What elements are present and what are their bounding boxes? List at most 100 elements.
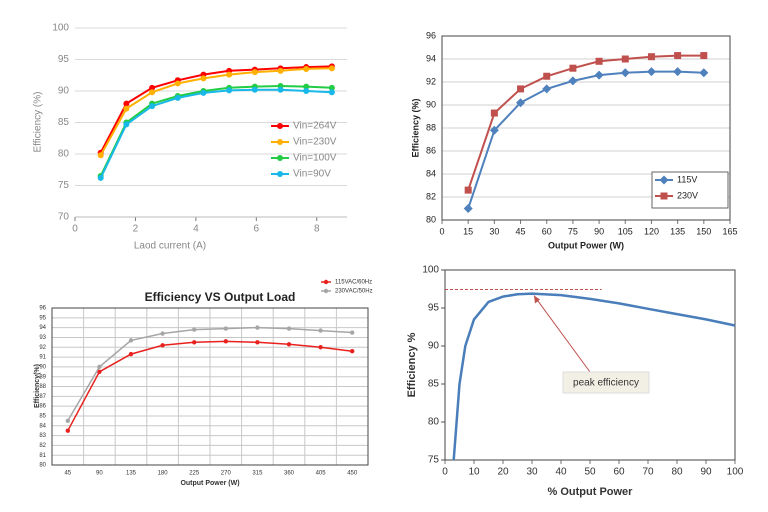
marker: [226, 87, 233, 94]
legend-label: Vin=230V: [293, 137, 337, 148]
x-tick-label: 20: [497, 467, 509, 478]
marker: [286, 342, 292, 347]
y-tick-label: 75: [58, 180, 70, 191]
y-tick-label: 96: [39, 306, 46, 312]
series-line: [467, 70, 704, 209]
series-line: [99, 84, 332, 177]
y-tick-label: 95: [428, 303, 440, 314]
y-tick-label: 80: [428, 417, 440, 428]
marker: [646, 67, 656, 77]
legend-label: Vin=264V: [293, 121, 337, 132]
series-line: [67, 340, 353, 432]
marker: [160, 343, 165, 348]
x-tick-label: 10: [468, 467, 480, 478]
marker: [659, 175, 669, 185]
plot-frame: [444, 269, 736, 461]
marker: [660, 192, 668, 200]
marker: [223, 326, 228, 331]
y-axis-label: Efficiency (%): [33, 92, 44, 153]
marker: [128, 338, 134, 343]
y-tick-label: 88: [426, 122, 436, 132]
marker: [255, 325, 260, 330]
chart-title: Efficiency VS Output Load: [145, 290, 296, 304]
marker: [620, 68, 630, 78]
x-tick-label: 135: [670, 226, 685, 236]
y-tick-label: 90: [39, 364, 46, 370]
x-tick-label: 165: [722, 226, 737, 236]
legend-label: 230V: [677, 190, 698, 200]
marker: [200, 75, 207, 82]
y-tick-label: 96: [426, 30, 436, 40]
marker: [149, 89, 156, 96]
y-tick-label: 86: [39, 404, 46, 410]
marker: [568, 76, 578, 86]
x-tick-label: 90: [700, 467, 712, 478]
y-tick-label: 83: [39, 433, 46, 439]
x-tick-label: 2: [133, 224, 139, 235]
x-tick-label: 60: [542, 226, 552, 236]
marker: [97, 364, 102, 370]
x-tick-label: 75: [568, 226, 578, 236]
marker: [65, 418, 71, 424]
marker: [700, 52, 708, 60]
y-tick-label: 82: [426, 191, 436, 201]
marker: [699, 68, 709, 78]
marker: [286, 326, 292, 331]
x-tick-label: 135: [126, 471, 137, 477]
y-tick-label: 80: [58, 149, 70, 160]
marker: [595, 57, 603, 65]
x-tick-label: 0: [439, 226, 444, 236]
x-tick-label: 120: [644, 226, 659, 236]
y-tick-label: 84: [426, 168, 436, 178]
y-tick-label: 93: [39, 335, 46, 341]
marker: [463, 204, 473, 213]
x-tick-label: 6: [254, 224, 260, 235]
plot-frame: [51, 307, 369, 466]
series-line: [67, 326, 353, 422]
marker: [647, 53, 655, 61]
x-tick-label: 80: [671, 467, 683, 478]
marker: [97, 174, 104, 181]
x-tick-label: 105: [618, 226, 633, 236]
y-tick-label: 92: [39, 345, 46, 351]
marker: [97, 152, 104, 159]
marker: [542, 84, 552, 94]
marker: [464, 186, 472, 194]
marker: [160, 331, 165, 336]
marker: [277, 171, 283, 177]
marker: [674, 52, 682, 60]
legend-label: Vin=90V: [293, 169, 331, 180]
y-tick-label: 90: [428, 341, 440, 352]
marker: [328, 84, 335, 91]
marker: [223, 339, 228, 344]
y-tick-label: 100: [52, 23, 69, 34]
x-tick-label: 0: [72, 224, 78, 235]
marker: [516, 98, 526, 108]
marker: [174, 80, 181, 87]
marker: [65, 428, 71, 433]
x-tick-label: 180: [158, 471, 169, 477]
marker: [350, 330, 355, 335]
x-tick-label: 70: [642, 467, 654, 478]
marker: [123, 105, 130, 112]
marker: [490, 109, 498, 117]
marker: [200, 89, 207, 96]
marker: [569, 64, 577, 72]
x-tick-label: 4: [193, 224, 199, 235]
series-line: [99, 67, 332, 156]
x-tick-label: 150: [696, 226, 711, 236]
marker: [123, 100, 130, 107]
y-tick-label: 94: [39, 325, 46, 331]
y-tick-label: 82: [39, 443, 46, 449]
x-axis-label: Output Power (W): [548, 240, 624, 250]
x-tick-label: 450: [347, 471, 358, 477]
marker: [303, 65, 310, 72]
y-tick-label: 75: [428, 455, 440, 466]
x-tick-label: 50: [584, 467, 596, 478]
series-line: [467, 54, 704, 191]
x-tick-label: 40: [555, 467, 567, 478]
x-tick-label: 60: [613, 467, 625, 478]
y-tick-label: 80: [426, 214, 436, 224]
marker: [350, 348, 355, 354]
marker: [328, 65, 335, 72]
